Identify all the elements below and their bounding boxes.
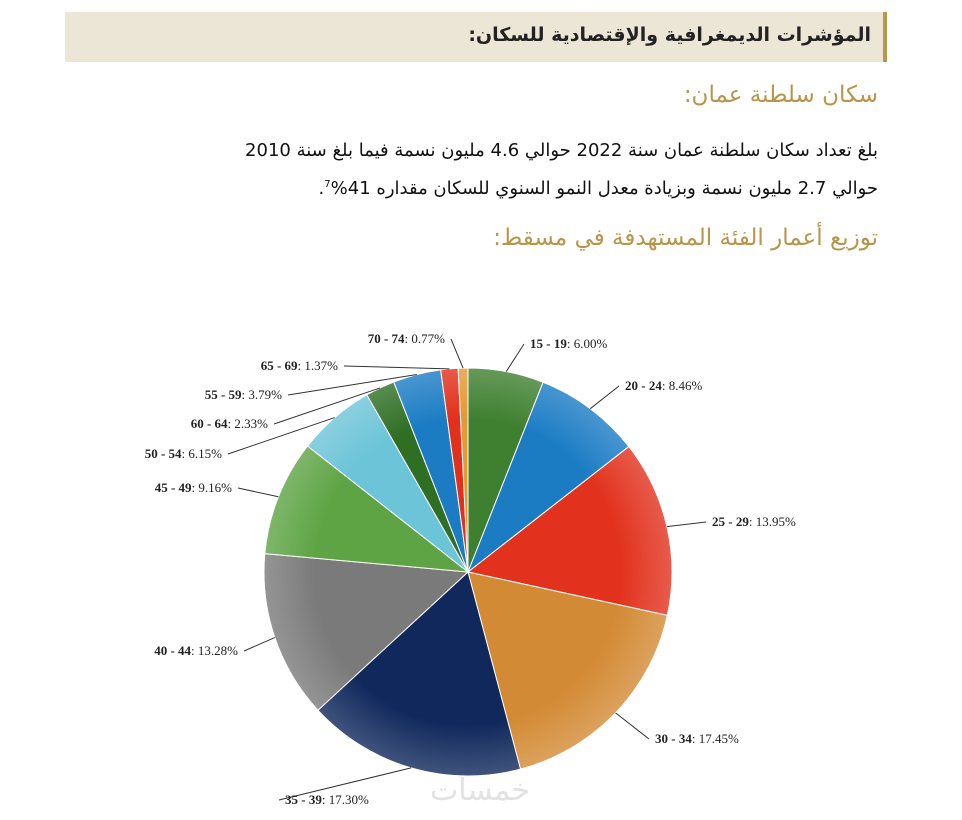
slice-category: 50 - 54 xyxy=(145,446,182,461)
slice-label: 40 - 44: 13.28% xyxy=(154,643,238,658)
slice-value: : 17.45% xyxy=(692,731,739,746)
slice-category: 35 - 39 xyxy=(285,792,322,807)
section-heading: سكان سلطنة عمان: xyxy=(683,82,878,108)
leader-line xyxy=(505,343,525,372)
slice-value: : 1.37% xyxy=(298,358,339,373)
leader-line xyxy=(227,417,335,455)
header-box: المؤشرات الديمغرافية والإقتصادية للسكان: xyxy=(65,12,887,62)
watermark: خمسات xyxy=(430,773,530,808)
punctuation: . xyxy=(318,178,325,199)
pie-slice xyxy=(467,571,668,770)
leader-line xyxy=(343,365,450,370)
pie-slice xyxy=(264,445,470,573)
paragraph-text: حوالي 2.7 مليون نسمة وبزيادة معدل النمو … xyxy=(330,178,878,199)
slice-value: : 0.77% xyxy=(405,331,446,346)
leader-line xyxy=(287,374,417,396)
slice-category: 60 - 64 xyxy=(191,416,228,431)
slice-category: 15 - 19 xyxy=(530,336,567,351)
slice-label: 50 - 54: 6.15% xyxy=(145,446,222,461)
leader-line xyxy=(243,637,276,652)
slice-label: 15 - 19: 6.00% xyxy=(530,336,607,351)
pie-slice xyxy=(263,553,470,711)
leader-line xyxy=(589,385,620,410)
slice-value: : 9.16% xyxy=(192,480,233,495)
slice-label: 55 - 59: 3.79% xyxy=(205,387,282,402)
pie-slice xyxy=(317,571,522,777)
slice-label: 65 - 69: 1.37% xyxy=(261,358,338,373)
paragraph-line: حوالي 2.7 مليون نسمة وبزيادة معدل النمو … xyxy=(66,168,878,206)
slice-value: : 17.30% xyxy=(322,792,369,807)
leader-line xyxy=(237,487,279,498)
leader-line xyxy=(273,387,381,425)
slice-value: : 13.95% xyxy=(749,514,796,529)
slice-value: : 8.46% xyxy=(662,378,703,393)
leader-line xyxy=(666,521,707,528)
pie-slice xyxy=(466,381,630,574)
slice-label: 45 - 49: 9.16% xyxy=(155,480,232,495)
slice-value: : 3.79% xyxy=(242,387,283,402)
header-title: المؤشرات الديمغرافية والإقتصادية للسكان: xyxy=(468,24,871,46)
slice-category: 20 - 24 xyxy=(625,378,662,393)
slice-category: 40 - 44 xyxy=(154,643,191,658)
slice-label: 20 - 24: 8.46% xyxy=(625,378,702,393)
slice-label: 25 - 29: 13.95% xyxy=(712,514,796,529)
slice-label: 60 - 64: 2.33% xyxy=(191,416,268,431)
slice-category: 55 - 59 xyxy=(205,387,242,402)
slice-category: 25 - 29 xyxy=(712,514,749,529)
leader-line xyxy=(278,767,412,801)
slice-category: 45 - 49 xyxy=(155,480,192,495)
slice-value: : 6.00% xyxy=(567,336,608,351)
slice-value: : 13.28% xyxy=(191,643,238,658)
slice-value: : 6.15% xyxy=(182,446,223,461)
paragraph: بلغ تعداد سكان سلطنة عمان سنة 2022 حوالي… xyxy=(66,134,878,206)
leader-line xyxy=(615,712,650,740)
leader-line xyxy=(450,338,464,369)
pie-slice xyxy=(457,367,469,573)
pie-slice xyxy=(466,445,673,616)
chart-heading: توزيع أعمار الفئة المستهدفة في مسقط: xyxy=(493,225,878,251)
slice-label: 35 - 39: 17.30% xyxy=(285,792,369,807)
slice-category: 70 - 74 xyxy=(368,331,405,346)
paragraph-line: بلغ تعداد سكان سلطنة عمان سنة 2022 حوالي… xyxy=(245,140,878,161)
slice-value: : 2.33% xyxy=(228,416,269,431)
slice-label: 70 - 74: 0.77% xyxy=(368,331,445,346)
slice-category: 65 - 69 xyxy=(261,358,298,373)
slice-category: 30 - 34 xyxy=(655,731,692,746)
slice-label: 30 - 34: 17.45% xyxy=(655,731,739,746)
footnote-ref: 7 xyxy=(324,179,331,190)
